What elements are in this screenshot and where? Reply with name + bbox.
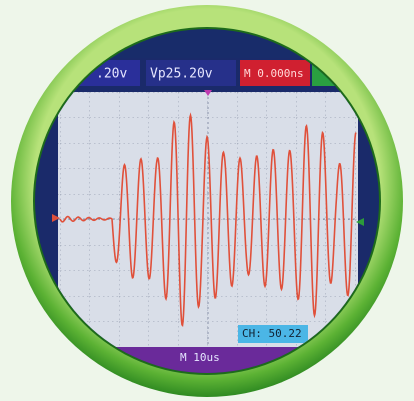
timebase: M 10us [180,351,220,364]
peak-voltage: Vp25.20v [150,67,213,82]
channel-scale: .20v [96,67,127,82]
photo: .20v Vp25.20v M 0.000ns M 10us CH: 50.22 [0,0,414,401]
readout: CH: 50.22 [242,327,302,340]
time-offset: M 0.000ns [244,67,304,80]
page: .20v Vp25.20v M 0.000ns M 10us CH: 50.22… [0,0,414,401]
